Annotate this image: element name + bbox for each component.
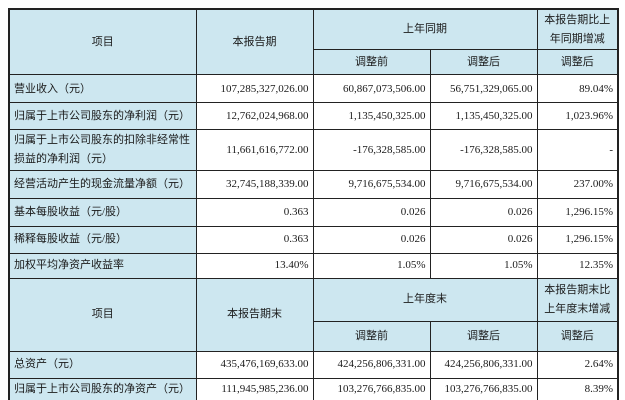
value-cell: 0.026 [312,225,431,254]
col-subheader-adj-after: 调整后 [429,49,538,76]
value-cell: 1,135,450,325.00 [429,102,538,131]
value-cell: 0.363 [195,225,314,254]
col-header-current-period: 本报告期 [195,8,314,76]
value-cell: 89.04% [536,74,619,104]
table-row: 基本每股收益（元/股） 0.363 0.026 0.026 1,296.15% [8,197,619,227]
value-cell: 103,276,766,835.00 [312,377,431,400]
row-label: 营业收入（元） [8,74,197,104]
value-cell: 1.05% [312,252,431,279]
value-cell: 0.026 [312,197,431,227]
row-label: 稀释每股收益（元/股） [8,225,197,254]
table-row: 归属于上市公司股东的净利润（元） 12,762,024,968.00 1,135… [8,102,619,131]
col-header-prior-year-end: 上年度末 [312,277,538,322]
table-row: 总资产（元） 435,476,169,633.00 424,256,806,33… [8,350,619,379]
value-cell: 0.026 [429,197,538,227]
value-cell: 12,762,024,968.00 [195,102,314,131]
value-cell: 1.05% [429,252,538,279]
row-label: 归属于上市公司股东的扣除非经常性损益的净利润（元） [8,129,197,171]
value-cell: 32,745,188,339.00 [195,169,314,199]
section2-header-row-sub: 调整前 调整后 调整后 [9,320,619,352]
value-cell: 13.40% [195,252,314,279]
col-subheader-yoy-adj-after: 调整后 [536,320,619,352]
section1-header-row-sub: 调整前 调整后 调整后 [9,49,619,76]
col-header-item: 项目 [8,8,197,76]
table-row: 归属于上市公司股东的扣除非经常性损益的净利润（元） 11,661,616,772… [8,129,619,171]
table-row: 稀释每股收益（元/股） 0.363 0.026 0.026 1,296.15% [8,225,619,254]
value-cell: 0.363 [195,197,314,227]
value-cell: 2.64% [536,350,619,379]
value-cell: 111,945,985,236.00 [195,377,314,400]
value-cell: 8.39% [536,377,619,400]
section2-header-row-top: 项目 本报告期末 上年度末 本报告期末比上年度末增减 [8,277,619,352]
value-cell: 12.35% [536,252,619,279]
col-subheader-adj-before: 调整前 [312,49,431,76]
row-label: 基本每股收益（元/股） [8,197,197,227]
col-header-current-period-end: 本报告期末 [195,277,314,352]
value-cell: 1,135,450,325.00 [312,102,431,131]
value-cell: 60,867,073,506.00 [312,74,431,104]
value-cell: 56,751,329,065.00 [429,74,538,104]
value-cell: 237.00% [536,169,619,199]
col-header-yoy-change: 本报告期比上年同期增减 [536,8,619,51]
row-label: 经营活动产生的现金流量净额（元） [8,169,197,199]
value-cell: - [536,129,619,171]
value-cell: 103,276,766,835.00 [429,377,538,400]
col-header-yoy-end-change: 本报告期末比上年度末增减 [536,277,619,322]
section1-header-row-top: 项目 本报告期 上年同期 本报告期比上年同期增减 [8,8,619,76]
col-header-prior-period: 上年同期 [312,8,538,51]
row-label: 加权平均净资产收益率 [8,252,197,279]
value-cell: 1,296.15% [536,197,619,227]
value-cell: 435,476,169,633.00 [195,350,314,379]
col-header-item: 项目 [8,277,197,352]
row-label: 归属于上市公司股东的净资产（元） [8,377,197,400]
value-cell: 0.026 [429,225,538,254]
financial-summary-table: 项目 本报告期 上年同期 本报告期比上年同期增减 调整前 调整后 调整后 营业收… [8,8,619,400]
table-row: 归属于上市公司股东的净资产（元） 111,945,985,236.00 103,… [8,377,619,400]
value-cell: 424,256,806,331.00 [312,350,431,379]
row-label: 总资产（元） [8,350,197,379]
value-cell: -176,328,585.00 [429,129,538,171]
value-cell: 9,716,675,534.00 [312,169,431,199]
value-cell: 9,716,675,534.00 [429,169,538,199]
row-label: 归属于上市公司股东的净利润（元） [8,102,197,131]
table-row: 加权平均净资产收益率 13.40% 1.05% 1.05% 12.35% [8,252,619,279]
value-cell: 11,661,616,772.00 [195,129,314,171]
value-cell: 107,285,327,026.00 [195,74,314,104]
table-row: 经营活动产生的现金流量净额（元） 32,745,188,339.00 9,716… [8,169,619,199]
table-row: 营业收入（元） 107,285,327,026.00 60,867,073,50… [8,74,619,104]
value-cell: -176,328,585.00 [312,129,431,171]
value-cell: 1,296.15% [536,225,619,254]
col-subheader-adj-before: 调整前 [312,320,431,352]
col-subheader-adj-after: 调整后 [429,320,538,352]
value-cell: 1,023.96% [536,102,619,131]
col-subheader-yoy-adj-after: 调整后 [536,49,619,76]
value-cell: 424,256,806,331.00 [429,350,538,379]
